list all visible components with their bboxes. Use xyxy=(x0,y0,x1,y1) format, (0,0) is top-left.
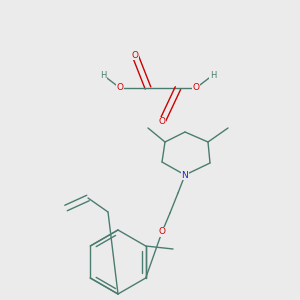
Text: O: O xyxy=(193,83,200,92)
Text: N: N xyxy=(182,170,188,179)
Text: O: O xyxy=(158,118,166,127)
Text: O: O xyxy=(116,83,124,92)
Text: H: H xyxy=(210,70,216,80)
Text: H: H xyxy=(100,70,106,80)
Text: O: O xyxy=(158,227,166,236)
Text: O: O xyxy=(131,50,139,59)
